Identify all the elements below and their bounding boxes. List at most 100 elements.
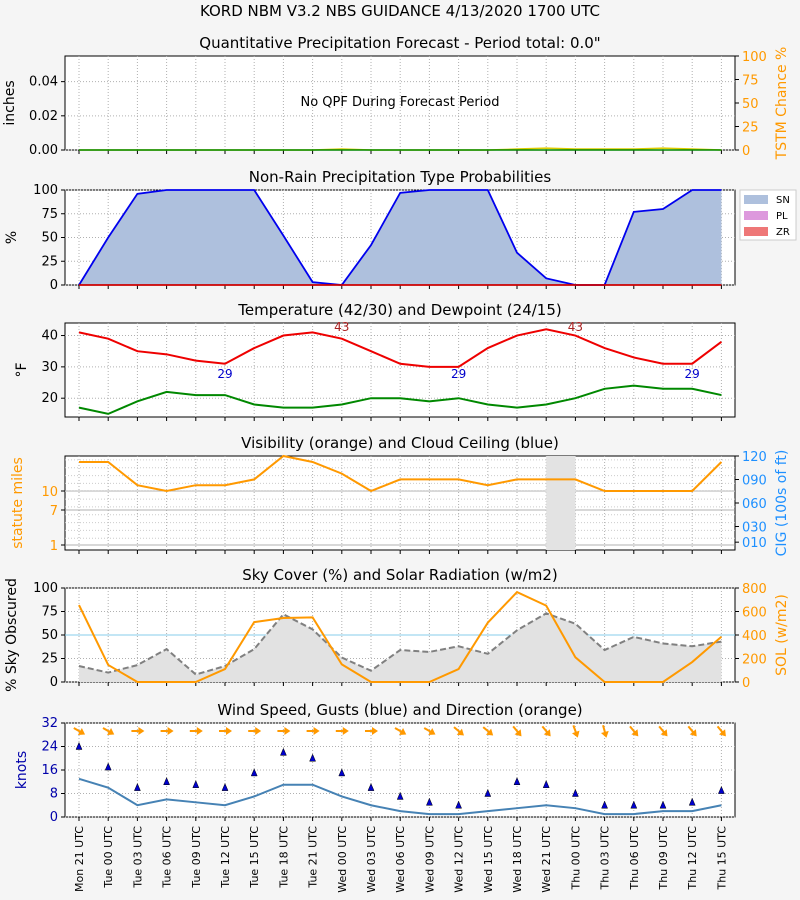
y2-tick-label: 25: [742, 121, 759, 136]
wind-direction-arrow: [335, 727, 349, 735]
plot-area: [64, 455, 736, 551]
y-tick-label: 30: [41, 360, 58, 375]
solar-line: [78, 590, 723, 683]
y-tick-label: 25: [41, 254, 58, 269]
x-tick-label: Thu 15 UTC: [715, 826, 728, 891]
wind-direction-arrow: [716, 725, 726, 737]
plot-area: [64, 322, 736, 418]
arrow-head: [138, 727, 145, 735]
wind-direction-arrow: [306, 727, 320, 735]
legend-swatch: [744, 211, 768, 220]
wind-direction-arrow: [423, 727, 436, 735]
gust-marker: [718, 785, 725, 794]
y-tick-label: 75: [41, 207, 58, 222]
arrow-head: [631, 729, 639, 737]
arrow-head: [428, 728, 436, 735]
ceiling-shade: [546, 456, 576, 550]
x-tick-label: Wed 12 UTC: [453, 826, 466, 893]
y-tick-label: 0: [50, 810, 58, 825]
y-tick-label: 0: [50, 278, 58, 293]
legend-swatch: [744, 195, 768, 204]
arrow-head: [196, 727, 203, 735]
wind-direction-arrow: [160, 727, 174, 735]
x-tick-label: Wed 18 UTC: [511, 826, 524, 893]
y-axis-label: inches: [2, 80, 18, 125]
arrow-head: [600, 730, 609, 738]
chart-panel-6: Wind Speed, Gusts (blue) and Direction (…: [14, 701, 736, 825]
y2-tick-label: 800: [742, 582, 767, 597]
y-tick-label: 25: [41, 652, 58, 667]
arrow-head: [514, 729, 522, 737]
arrow-head: [342, 727, 349, 735]
arrow-head: [77, 728, 86, 735]
x-tick-label: Tue 06 UTC: [161, 826, 174, 889]
gust-marker: [280, 747, 287, 756]
wind-direction-arrow: [658, 725, 668, 737]
x-tick-label: Wed 00 UTC: [336, 826, 349, 893]
x-tick-label: Thu 00 UTC: [569, 826, 582, 891]
y2-tick-label: 010: [742, 536, 767, 551]
wind-direction-arrow: [453, 726, 464, 736]
gust-marker: [513, 777, 521, 785]
y-tick-label: 40: [41, 329, 58, 344]
gust-marker: [572, 788, 579, 797]
y2-tick-label: 200: [742, 653, 767, 668]
y2-axis-label: SOL (w/m2): [774, 594, 790, 676]
y-tick-label: 0.00: [29, 143, 58, 158]
x-tick-label: Thu 12 UTC: [686, 826, 699, 891]
wind-direction-arrow: [102, 727, 115, 735]
wind-direction-arrow: [219, 727, 232, 735]
x-tick-label: Tue 09 UTC: [190, 826, 203, 889]
arrow-head: [485, 728, 494, 736]
x-tick-label: Wed 06 UTC: [394, 826, 407, 893]
chart-panel-2: Non-Rain Precipitation Type Probabilitie…: [4, 168, 797, 293]
wind-direction-arrow: [189, 727, 203, 735]
arrow-head: [284, 727, 291, 735]
gust-marker: [659, 800, 667, 809]
extreme-label: 43: [334, 320, 349, 334]
arrow-head: [660, 729, 668, 737]
y-tick-label: 75: [41, 605, 58, 620]
wind-direction-arrow: [73, 727, 86, 735]
gust-marker: [338, 768, 346, 777]
y-axis-label: % Sky Obscured: [4, 578, 20, 692]
dewpoint-line: [78, 384, 722, 415]
legend: SN PL ZR: [739, 189, 797, 241]
legend-label: ZR: [776, 227, 790, 238]
y-tick-label: 24: [41, 740, 58, 755]
wind-direction-arrow: [482, 726, 494, 736]
gust-marker: [250, 768, 258, 777]
gust-marker: [601, 800, 608, 809]
wind-direction-arrow: [365, 727, 378, 735]
gust-marker: [484, 788, 492, 797]
wind-direction-arrow: [629, 725, 639, 737]
snow-area: [79, 190, 722, 285]
arrow-head: [226, 727, 232, 735]
arrow-head: [399, 728, 407, 735]
y-axis-label: statute miles: [10, 457, 26, 549]
x-tick-label: Wed 21 UTC: [540, 826, 553, 893]
chart-panel-5: Sky Cover (%) and Solar Radiation (w/m2)…: [4, 566, 790, 692]
y-tick-label: 20: [41, 391, 58, 406]
y2-tick-label: 400: [742, 629, 767, 644]
gust-marker: [426, 797, 433, 806]
y2-tick-label: 600: [742, 606, 767, 621]
legend-label: SN: [776, 195, 790, 206]
arrow-head: [313, 727, 320, 735]
arrow-head: [543, 729, 551, 737]
temperature-line: [78, 328, 723, 368]
gust-marker: [163, 777, 170, 785]
gust-marker: [75, 741, 83, 750]
y2-tick-label: 75: [742, 74, 759, 89]
y-axis-label: %: [4, 231, 20, 244]
wind-direction-arrow: [277, 727, 291, 735]
arrow-head: [689, 729, 697, 737]
chart-panel-4: Visibility (orange) and Cloud Ceiling (b…: [10, 434, 790, 556]
x-tick-label: Tue 12 UTC: [219, 826, 232, 889]
extreme-label: 29: [685, 367, 700, 381]
y-tick-label: 16: [41, 763, 58, 778]
y-axis-label: knots: [14, 751, 30, 789]
x-tick-label: Tue 03 UTC: [131, 826, 144, 889]
y2-tick-label: 0: [742, 676, 750, 691]
